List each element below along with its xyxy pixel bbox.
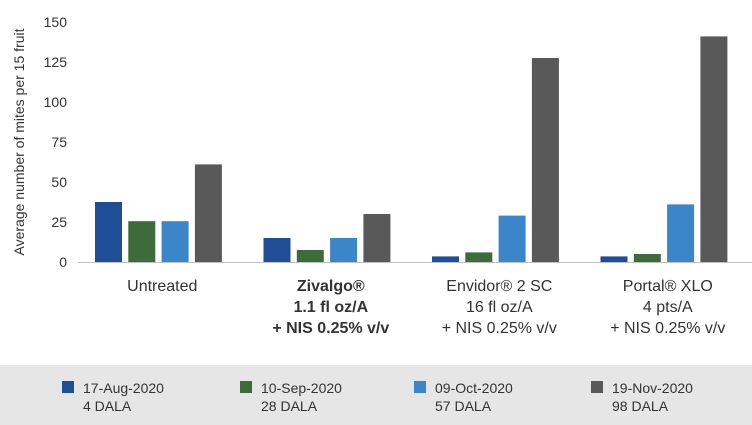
category-label: + NIS 0.25% v/v (272, 320, 389, 337)
category-label: Envidor® 2 SC (446, 278, 552, 295)
y-tick-label: 125 (44, 54, 68, 70)
y-tick-label: 25 (51, 214, 67, 230)
bar-17-aug-2020 (600, 256, 628, 262)
bar-09-oct-2020 (498, 215, 526, 262)
bar-19-nov-2020 (700, 36, 728, 263)
bar-19-nov-2020 (194, 164, 222, 262)
bar-10-sep-2020 (296, 250, 324, 262)
category-label: Zivalgo® (297, 278, 365, 295)
legend-series-name: 19-Nov-2020 (612, 380, 693, 396)
category-label: Untreated (127, 278, 197, 295)
legend-swatch (240, 381, 252, 393)
legend-swatch (591, 381, 603, 393)
bar-19-nov-2020 (531, 58, 559, 262)
chart-legend: 17-Aug-2020 4 DALA 10-Sep-2020 28 DALA 09-Oc… (0, 365, 752, 425)
legend-label: 19-Nov-2020 98 DALA (612, 379, 693, 415)
bar-19-nov-2020 (363, 214, 391, 262)
legend-label: 17-Aug-2020 4 DALA (83, 379, 164, 415)
legend-series-sub: 28 DALA (261, 398, 318, 414)
bar-09-oct-2020 (330, 238, 358, 262)
legend-series-name: 10-Sep-2020 (261, 380, 342, 396)
category-label: + NIS 0.25% v/v (442, 320, 557, 337)
bar-10-sep-2020 (128, 221, 156, 262)
legend-swatch (414, 381, 426, 393)
bar-09-oct-2020 (667, 204, 695, 262)
category-label: 4 pts/A (643, 299, 693, 316)
bar-10-sep-2020 (633, 254, 661, 262)
legend-swatch (62, 381, 74, 393)
legend-label: 10-Sep-2020 28 DALA (261, 379, 342, 415)
legend-label: 09-Oct-2020 57 DALA (435, 379, 513, 415)
y-tick-label: 75 (51, 134, 67, 150)
y-tick-label: 50 (51, 174, 67, 190)
y-axis-title: Average number of mites per 15 fruit (11, 28, 27, 255)
legend-series-sub: 98 DALA (612, 398, 669, 414)
category-label: 1.1 fl oz/A (293, 299, 368, 316)
bar-17-aug-2020 (263, 238, 291, 262)
legend-series-sub: 57 DALA (435, 398, 492, 414)
bar-09-oct-2020 (161, 221, 189, 262)
legend-series-name: 17-Aug-2020 (83, 380, 164, 396)
y-tick-label: 0 (59, 254, 67, 270)
category-label: + NIS 0.25% v/v (610, 320, 725, 337)
bar-17-aug-2020 (95, 202, 122, 262)
bar-10-sep-2020 (465, 252, 493, 262)
category-label: 16 fl oz/A (466, 299, 533, 316)
chart-plot: Average number of mites per 15 fruit 0 25 5… (11, 14, 752, 337)
legend-series-sub: 4 DALA (83, 398, 132, 414)
category-label: Portal® XLO (623, 278, 713, 295)
bar-17-aug-2020 (432, 256, 459, 262)
legend-series-name: 09-Oct-2020 (435, 380, 513, 396)
y-tick-label: 100 (44, 94, 68, 110)
y-tick-label: 150 (44, 14, 68, 30)
